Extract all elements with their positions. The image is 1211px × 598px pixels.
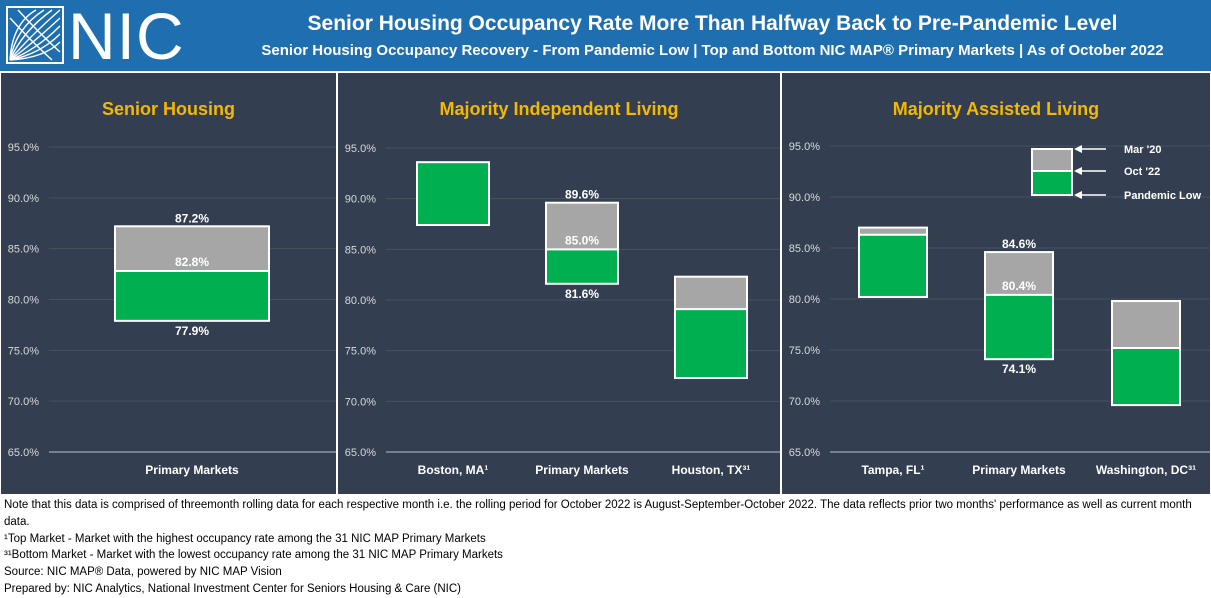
y-tick-label: 95.0%	[8, 142, 39, 154]
category-label: Primary Markets	[535, 463, 629, 477]
bar-outline	[114, 225, 270, 322]
category-label: Boston, MA¹	[418, 463, 489, 477]
y-tick-label: 75.0%	[789, 345, 820, 357]
data-label-mar: 89.6%	[565, 188, 599, 202]
y-tick-label: 65.0%	[789, 447, 820, 459]
panel-assisted-living: Majority Assisted Living 65.0% 70.0% 75.0% 8…	[782, 73, 1210, 494]
bar-segment-low-to-oct	[985, 294, 1053, 360]
legend-arrow-icon	[1074, 167, 1082, 175]
category-label: Primary Markets	[145, 463, 239, 477]
chart-assisted-living: Majority Assisted Living 65.0% 70.0% 75.0% 8…	[789, 99, 1210, 477]
panel-title: Majority Independent Living	[439, 99, 678, 119]
data-label-low: 81.6%	[565, 287, 599, 301]
chart-title: Senior Housing Occupancy Rate More Than …	[307, 12, 1118, 35]
bar-segment-oct-to-mar	[115, 226, 269, 272]
bar-outline	[545, 201, 619, 285]
footnotes: Note that this data is comprised of thre…	[4, 497, 1209, 598]
bar-segment-oct-to-mar	[859, 227, 927, 235]
legend-swatch-low-to-oct	[1032, 171, 1072, 195]
y-tick-label: 80.0%	[8, 295, 39, 307]
category-label: Houston, TX³¹	[672, 463, 751, 477]
y-tick-label: 85.0%	[8, 244, 39, 256]
category-label: Primary Markets	[972, 463, 1066, 477]
chart-subtitle: Senior Housing Occupancy Recovery - From…	[261, 42, 1164, 59]
bar-segment-low-to-oct	[115, 271, 269, 321]
bar-segment-low-to-oct	[546, 249, 618, 284]
bar-segment-low-to-oct	[1112, 347, 1180, 406]
panel-title: Senior Housing	[102, 99, 235, 119]
legend-arrow-icon	[1074, 145, 1082, 153]
y-tick-label: 70.0%	[789, 396, 820, 408]
panel-senior-housing: Senior Housing 65.0% 70.0% 75.0% 80.0% 85.0% 9…	[1, 73, 336, 494]
logo-grid-icon	[6, 6, 64, 64]
legend-arrow-icon	[1074, 191, 1082, 199]
legend-label: Pandemic Low	[1124, 190, 1201, 202]
bar-segment-oct-to-mar	[546, 202, 618, 250]
y-tick-label: 65.0%	[345, 447, 376, 459]
panel-title: Majority Assisted Living	[893, 99, 1099, 119]
y-tick-label: 70.0%	[345, 396, 376, 408]
y-tick-label: 90.0%	[345, 194, 376, 206]
chart-header: NIC Senior Housing Occupancy Rate More T…	[0, 0, 1211, 72]
y-tick-label: 75.0%	[345, 346, 376, 358]
bar-outline	[1111, 300, 1181, 407]
logo-text: NIC	[68, 0, 185, 73]
y-tick-label: 95.0%	[789, 141, 820, 153]
data-label-low: 74.1%	[1002, 362, 1036, 376]
y-tick-label: 65.0%	[8, 447, 39, 459]
data-label-oct: 80.4%	[1002, 279, 1036, 293]
y-tick-label: 70.0%	[8, 396, 39, 408]
legend-label: Mar '20	[1124, 144, 1161, 156]
footnote-source: Source: NIC MAP® Data, powered by NIC MA…	[4, 566, 282, 579]
data-label-oct: 82.8%	[175, 255, 209, 269]
data-label-mar: 87.2%	[175, 211, 209, 225]
bar-outline	[984, 251, 1054, 361]
bar-segment-low-to-oct	[417, 162, 489, 226]
nic-logo: NIC	[6, 0, 206, 72]
y-tick-label: 75.0%	[8, 345, 39, 357]
footnote-bottom-market: ³¹Bottom Market - Market with the lowest…	[4, 549, 503, 562]
footnote-note: Note that this data is comprised of thre…	[4, 499, 1192, 528]
bar-segment-low-to-oct	[675, 309, 747, 379]
bar-segment-low-to-oct	[859, 234, 927, 297]
bar-outline	[674, 275, 748, 380]
category-label: Tampa, FL¹	[861, 463, 924, 477]
legend-label: Oct '22	[1124, 166, 1160, 178]
category-label: Washington, DC³¹	[1096, 463, 1196, 477]
y-tick-label: 80.0%	[345, 295, 376, 307]
y-tick-label: 90.0%	[8, 193, 39, 205]
bar-segment-oct-to-mar	[675, 276, 747, 310]
y-tick-label: 85.0%	[345, 244, 376, 256]
legend-swatch-oct-to-mar	[1032, 149, 1072, 171]
panel-independent-living: Majority Independent Living 65.0% 70.0% 75.…	[338, 73, 780, 494]
y-tick-label: 95.0%	[345, 143, 376, 155]
y-tick-label: 80.0%	[789, 294, 820, 306]
data-label-oct: 85.0%	[565, 233, 599, 247]
bar-outline	[416, 161, 490, 227]
bar-segment-oct-to-mar	[985, 252, 1053, 295]
data-label-low: 77.9%	[175, 324, 209, 338]
chart-senior-housing: Senior Housing 65.0% 70.0% 75.0% 80.0% 85.0% 9…	[8, 99, 336, 477]
data-label-mar: 84.6%	[1002, 237, 1036, 251]
bar-segment-oct-to-mar	[1112, 301, 1180, 348]
bar-outline	[858, 226, 928, 298]
y-tick-label: 85.0%	[789, 243, 820, 255]
chart-independent-living: Majority Independent Living 65.0% 70.0% 75.…	[345, 99, 780, 477]
y-tick-label: 90.0%	[789, 192, 820, 204]
footnote-top-market: ¹Top Market - Market with the highest oc…	[4, 532, 486, 545]
footnote-prepared-by: Prepared by: NIC Analytics, National Inv…	[4, 582, 461, 595]
